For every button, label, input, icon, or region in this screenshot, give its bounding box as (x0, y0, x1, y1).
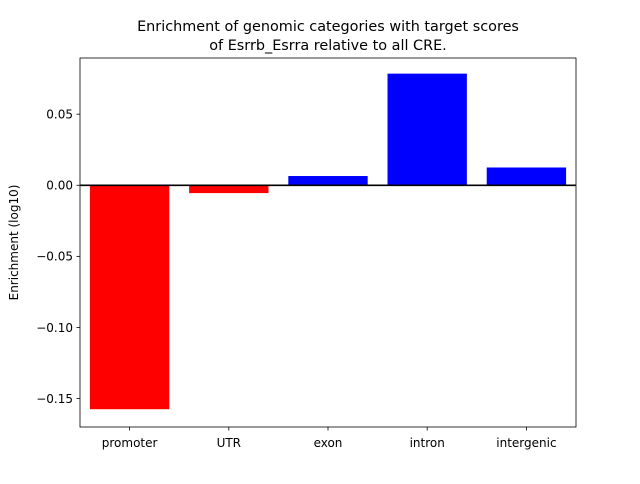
x-tick-label-exon: exon (314, 436, 343, 450)
x-tick-label-intergenic: intergenic (496, 436, 556, 450)
y-tick-label: 0.00 (46, 179, 73, 193)
bar-intron (387, 73, 467, 186)
x-axis-ticks: promoter UTR exon intron intergenic (102, 427, 557, 450)
bar-promoter (89, 185, 170, 410)
x-tick-label-UTR: UTR (217, 436, 241, 450)
y-tick-label: 0.05 (46, 107, 73, 121)
y-axis-ticks: −0.15 −0.10 −0.05 0.00 0.05 (36, 107, 80, 406)
y-tick-label: −0.05 (36, 250, 73, 264)
chart-title: Enrichment of genomic categories with ta… (137, 19, 519, 54)
x-tick-label-promoter: promoter (102, 436, 158, 450)
y-tick-label: −0.15 (36, 392, 73, 406)
bar-UTR (189, 185, 269, 194)
x-tick-label-intron: intron (410, 436, 445, 450)
y-tick-label: −0.10 (36, 321, 73, 335)
bar-intergenic (486, 167, 567, 186)
chart-title-line-1: Enrichment of genomic categories with ta… (137, 19, 519, 35)
bar-exon (288, 176, 368, 186)
bars (89, 73, 567, 410)
chart-title-line-2: of Esrrb_Esrra relative to all CRE. (209, 38, 447, 54)
y-axis-label: Enrichment (log10) (7, 185, 21, 301)
